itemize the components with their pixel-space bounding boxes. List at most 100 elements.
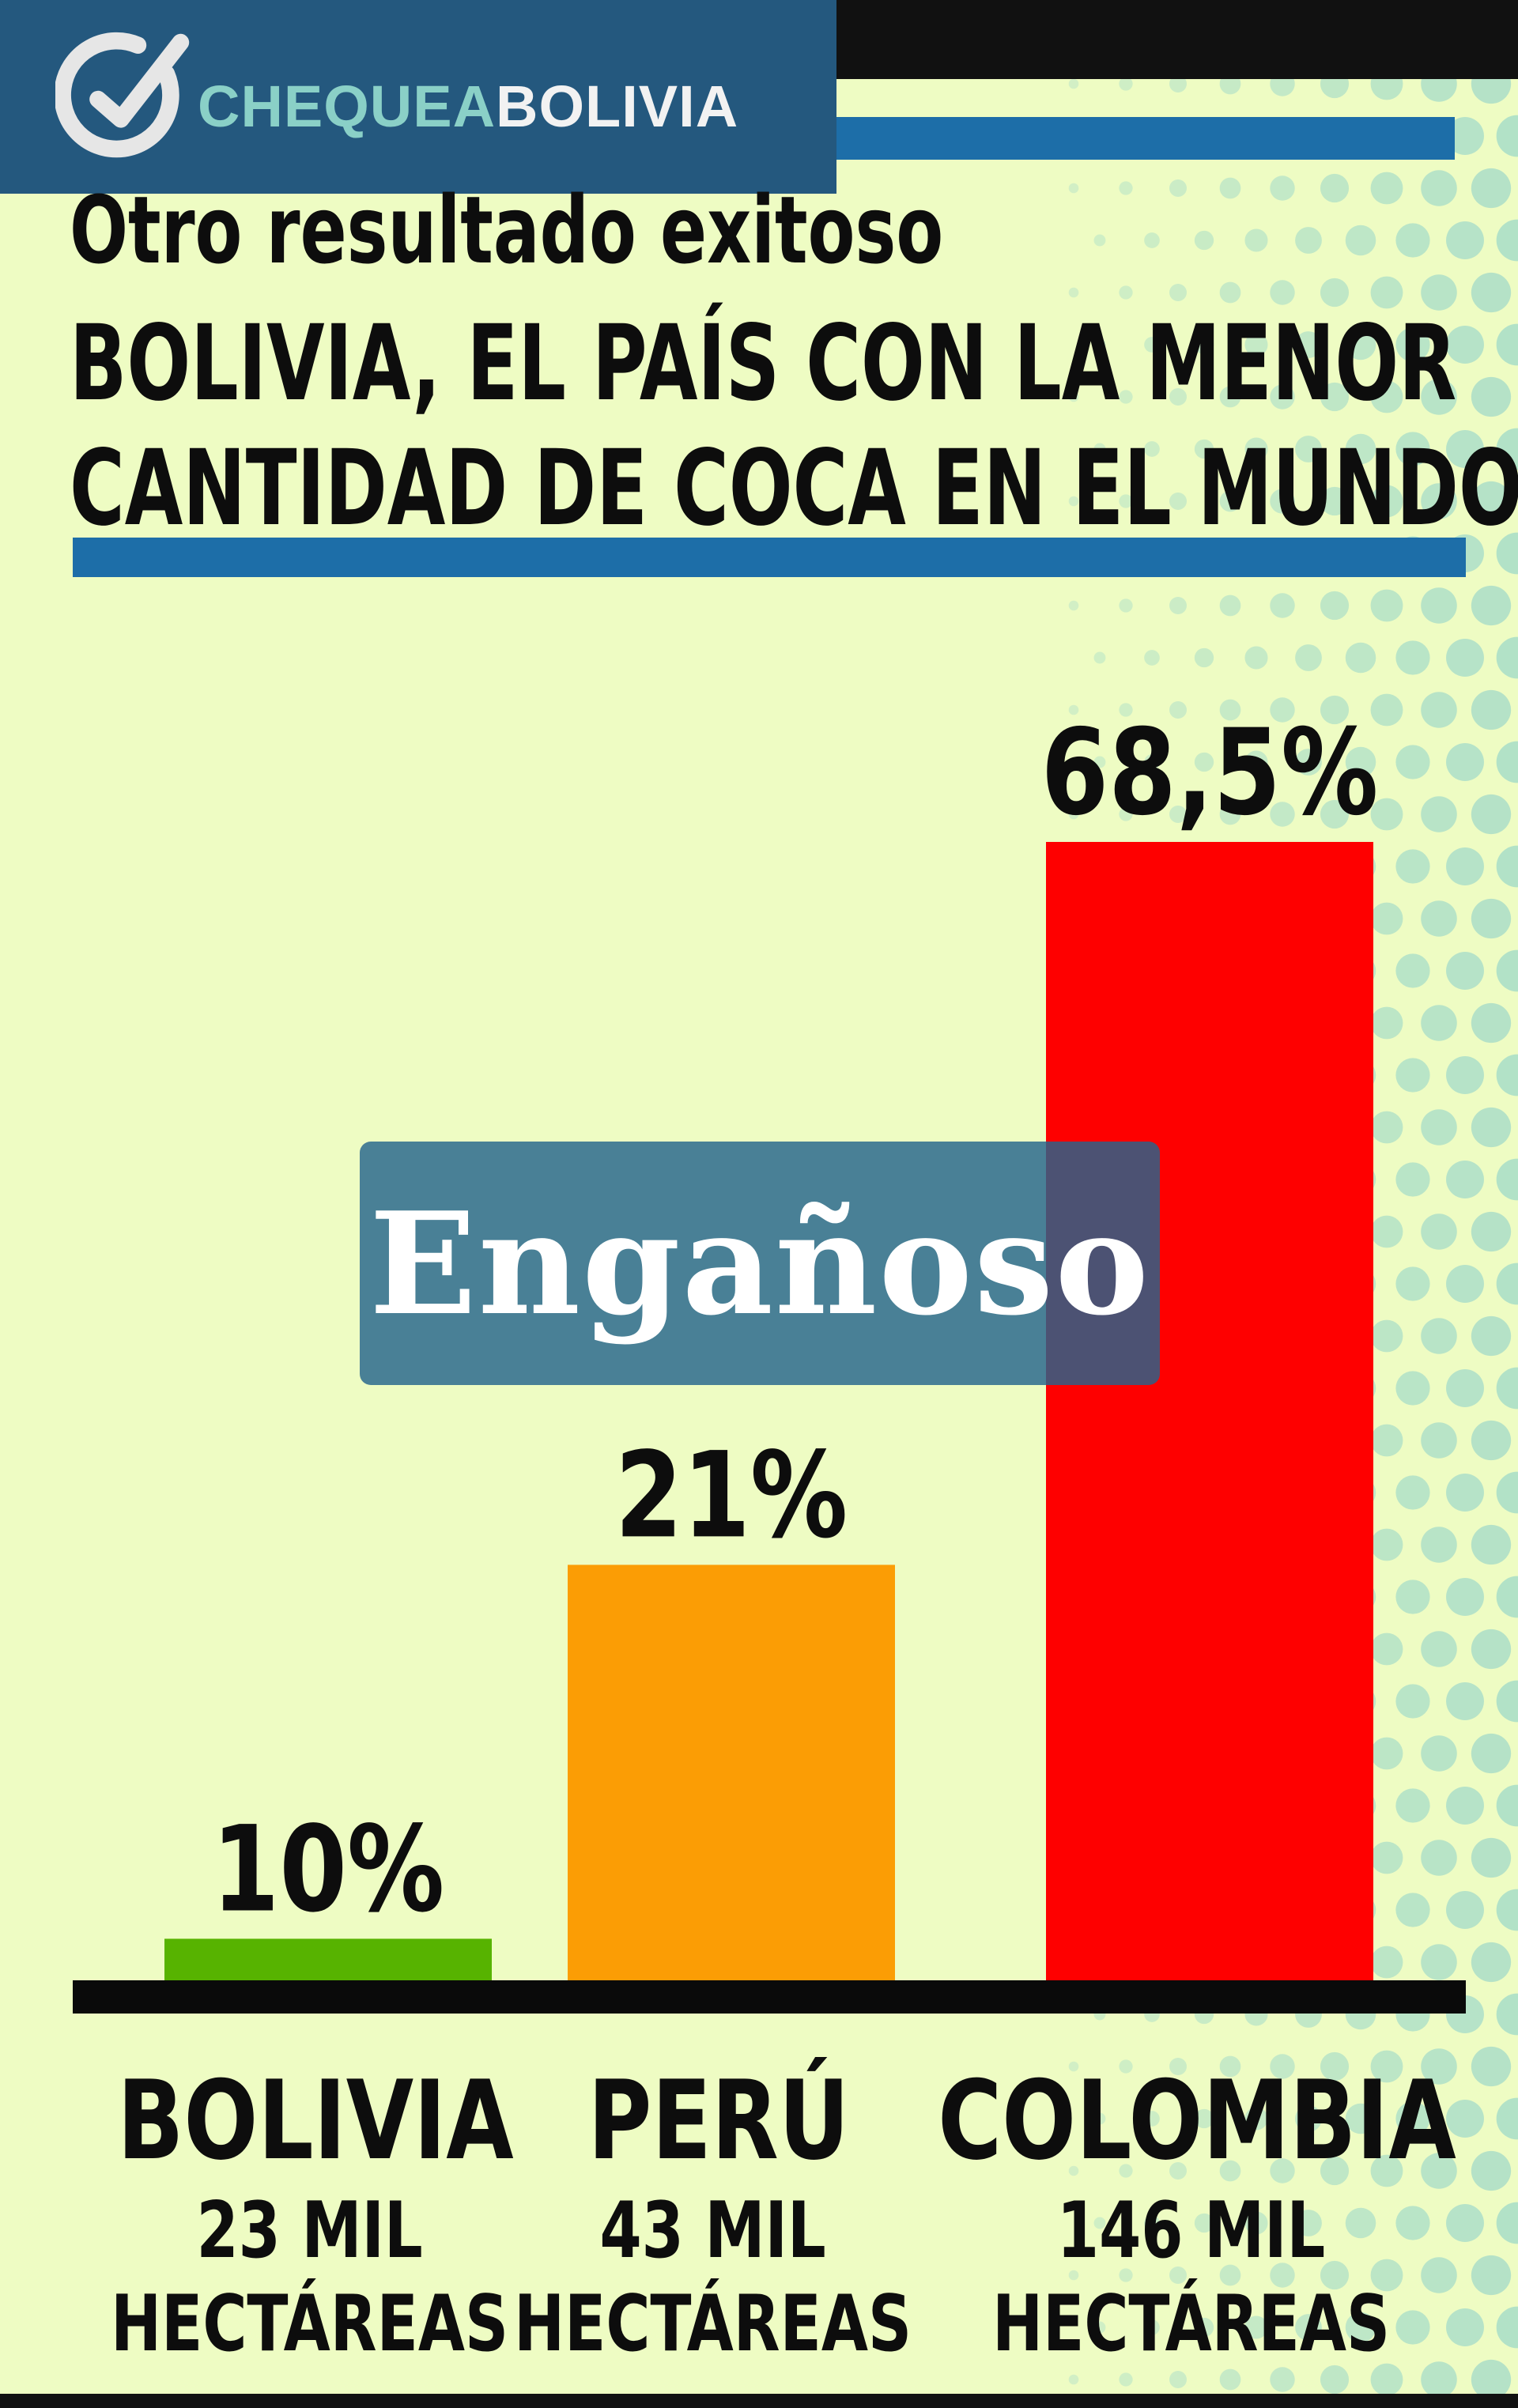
decor-dot (1446, 1161, 1484, 1198)
decor-dot (1395, 1684, 1430, 1719)
decor-dot (1446, 743, 1484, 781)
decor-dot (1446, 1265, 1484, 1303)
decor-dot (1395, 745, 1430, 779)
decor-dot (1068, 2270, 1079, 2281)
decor-dot (1370, 1841, 1403, 1874)
decor-dot (1068, 78, 1079, 89)
decor-dot (1320, 2051, 1350, 2082)
decor-dot (1144, 441, 1160, 457)
decor-dot (1068, 600, 1079, 611)
decor-dot (1446, 1891, 1484, 1929)
decor-dot (1169, 806, 1187, 823)
decor-dot (1496, 1471, 1518, 1514)
decor-dot (1144, 337, 1160, 353)
decor-dot (1446, 1578, 1484, 1616)
decor-dot (1370, 693, 1403, 727)
decor-dot (1370, 276, 1403, 309)
decor-dot (1421, 1527, 1457, 1563)
decor-dot (1446, 1056, 1484, 1094)
decor-dot (1471, 168, 1512, 209)
decor-dot (1093, 443, 1106, 455)
decor-dot (1395, 1266, 1430, 1301)
decor-dot (1421, 2153, 1457, 2189)
decor-dot (1244, 2211, 1268, 2235)
category-sublabel: 146 MIL (1057, 2185, 1325, 2276)
logo-banner: CHEQUEABOLIVIA (0, 0, 836, 194)
decor-dot (1270, 384, 1295, 410)
bar-bolivia (164, 1938, 492, 1980)
decor-dot (1446, 1682, 1484, 1720)
category-sublabel: 23 MIL (197, 2185, 423, 2276)
category-sublabel: HECTÁREAS (514, 2278, 912, 2369)
decor-dot (1395, 1788, 1430, 1823)
decor-dot (1395, 223, 1430, 258)
decor-dot (1496, 636, 1518, 679)
decor-dot (1421, 2361, 1457, 2398)
decor-dot (1345, 433, 1376, 465)
decor-dot (1244, 2107, 1268, 2131)
decor-dot (1471, 794, 1512, 835)
decor-dot (1421, 692, 1457, 728)
decor-dot (1471, 272, 1512, 313)
verdict-stamp: Engañoso (360, 1142, 1160, 1385)
decor-dot (1169, 493, 1187, 510)
decor-dot (1270, 2054, 1295, 2079)
decor-dot (1320, 173, 1350, 203)
decor-dot (1496, 845, 1518, 888)
decor-dot (1421, 2257, 1457, 2293)
decor-dot (1270, 2367, 1295, 2392)
decor-dot (1421, 900, 1457, 937)
decor-dot (1471, 1002, 1512, 1044)
decor-dot (1219, 803, 1241, 825)
checkmark-logo-icon (55, 32, 190, 158)
decor-dot (1345, 642, 1376, 674)
bar-value-label: 68,5% (1041, 704, 1379, 842)
decor-dot (1320, 591, 1350, 621)
decor-dot (1093, 2217, 1106, 2229)
decor-dot (1320, 382, 1350, 412)
decor-dot (1446, 221, 1484, 259)
decor-dot (1395, 953, 1430, 988)
decor-dot (1219, 177, 1241, 199)
decor-dot (1370, 1319, 1403, 1353)
decor-dot (1244, 750, 1268, 774)
decor-dot (1093, 756, 1106, 768)
decor-dot (1496, 532, 1518, 575)
decor-dot (1093, 2112, 1106, 2125)
headline-underline (73, 538, 1466, 577)
decor-dot (1068, 391, 1079, 402)
decor-dot (1068, 2165, 1079, 2176)
decor-dot (1295, 331, 1322, 358)
decor-dot (1370, 172, 1403, 205)
decor-dot (1496, 1680, 1518, 1723)
decor-dot (1093, 651, 1106, 664)
decor-dot (1295, 227, 1322, 254)
category-label: BOLIVIA (117, 2058, 514, 2184)
decor-dot (1395, 2206, 1430, 2240)
decor-dot (1370, 2050, 1403, 2083)
decor-dot (1471, 1107, 1512, 1148)
decor-dot (1496, 323, 1518, 366)
decor-dot (1395, 1371, 1430, 1406)
decor-dot (1370, 1006, 1403, 1040)
decor-dot (1446, 326, 1484, 364)
decor-dot (1471, 1315, 1512, 1357)
decor-dot (1496, 2306, 1518, 2349)
decor-dot (1244, 333, 1268, 357)
decor-dot (1119, 390, 1133, 404)
decor-dot (1446, 1787, 1484, 1825)
decor-dot (1345, 746, 1376, 778)
decor-dot (1421, 1109, 1457, 1145)
decor-dot (1496, 1576, 1518, 1618)
decor-dot (1169, 701, 1187, 719)
decor-dot (1345, 2312, 1376, 2343)
decor-dot (1119, 2059, 1133, 2074)
decor-dot (1244, 2316, 1268, 2339)
decor-dot (1446, 1369, 1484, 1407)
decor-dot (1421, 1422, 1457, 1459)
decor-dot (1370, 589, 1403, 622)
decor-dot (1370, 1215, 1403, 1248)
decor-dot (1395, 2101, 1430, 2136)
category-sublabel: 43 MIL (600, 2185, 826, 2276)
decor-dot (1144, 2215, 1160, 2231)
